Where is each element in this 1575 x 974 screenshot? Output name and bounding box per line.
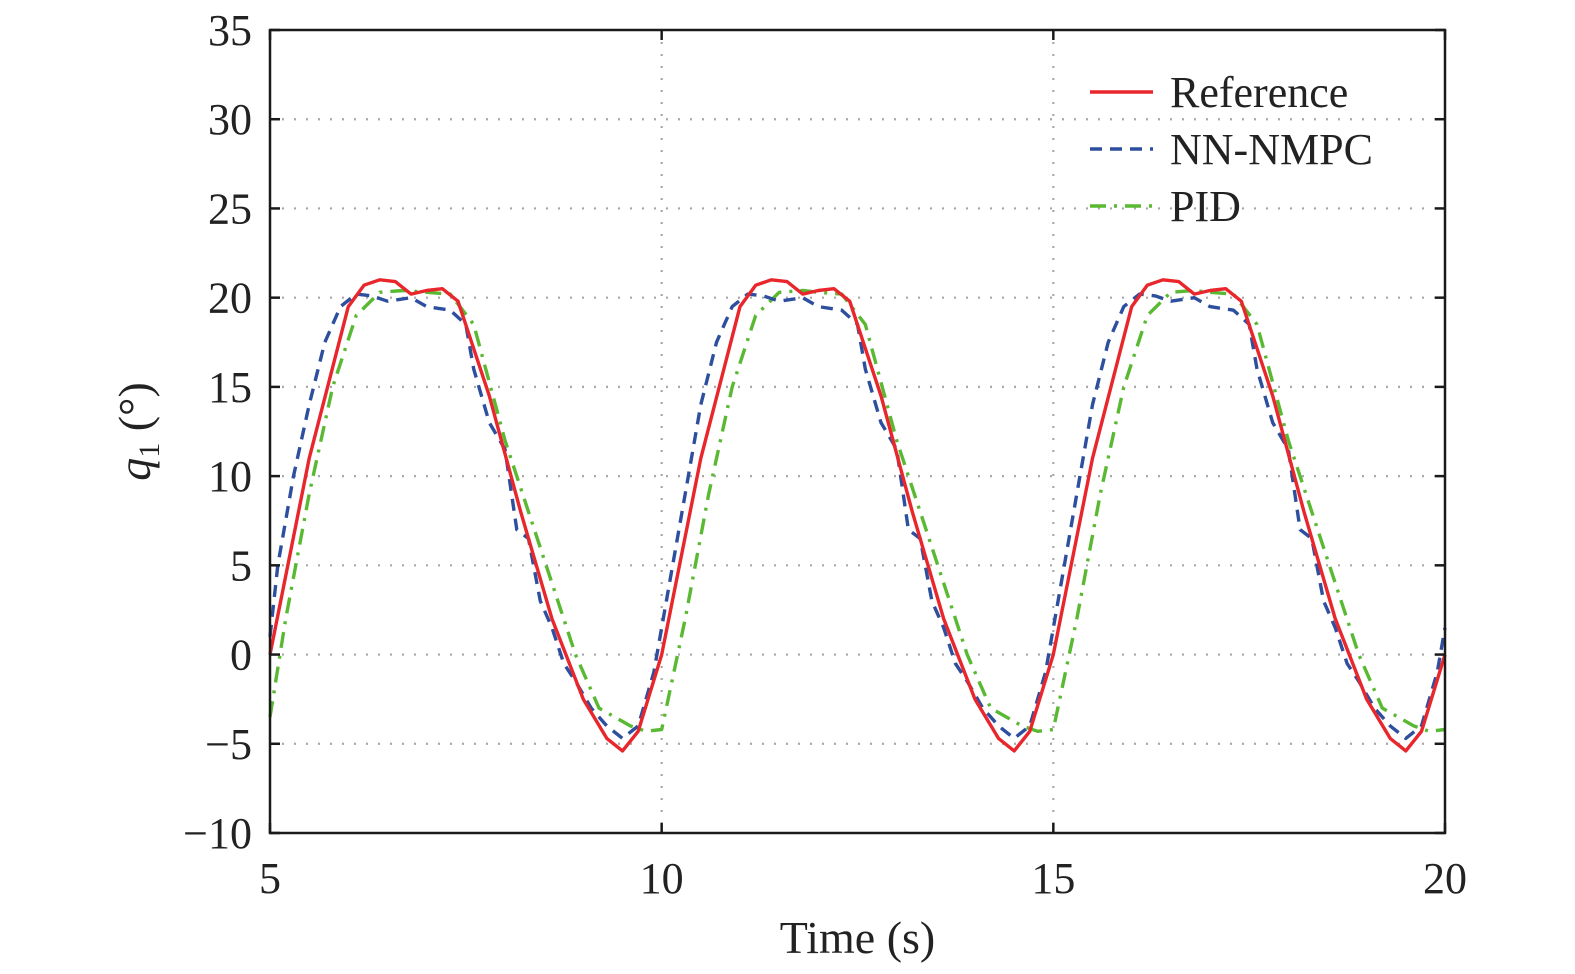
y-axis-title: q1 (°) bbox=[109, 382, 166, 481]
x-tick-label: 5 bbox=[259, 854, 281, 903]
series-layer bbox=[268, 278, 1447, 753]
legend-label-reference: Reference bbox=[1170, 68, 1348, 117]
grid bbox=[270, 30, 1445, 833]
x-axis-title: Time (s) bbox=[780, 912, 936, 963]
series-line-reference bbox=[268, 278, 1447, 753]
legend-label-nn-nmpc: NN-NMPC bbox=[1170, 125, 1373, 174]
y-tick-label: −10 bbox=[183, 809, 252, 858]
series-line-pid bbox=[268, 288, 1446, 733]
y-tick-label: 10 bbox=[208, 452, 252, 501]
y-axis-title-unit: (°) bbox=[109, 382, 160, 443]
y-tick-label: 20 bbox=[208, 274, 252, 323]
series-line-nn-nmpc bbox=[268, 292, 1447, 741]
y-axis-title-subscript: 1 bbox=[133, 443, 166, 458]
plot-frame bbox=[268, 28, 1447, 835]
legend: Reference NN-NMPC PID bbox=[1090, 68, 1373, 231]
y-tick-label: 0 bbox=[230, 631, 252, 680]
axis-ticks bbox=[268, 28, 1447, 835]
y-tick-label: −5 bbox=[205, 720, 252, 769]
y-tick-label: 30 bbox=[208, 95, 252, 144]
legend-label-pid: PID bbox=[1170, 182, 1241, 231]
tick-labels: 5 10 15 20 −10 −5 0 5 10 15 20 25 30 35 bbox=[183, 6, 1467, 903]
y-axis-title-variable: q bbox=[109, 458, 160, 481]
y-tick-label: 25 bbox=[208, 184, 252, 233]
y-tick-label: 5 bbox=[230, 541, 252, 590]
x-tick-label: 10 bbox=[640, 854, 684, 903]
x-tick-label: 15 bbox=[1031, 854, 1075, 903]
y-tick-label: 15 bbox=[208, 363, 252, 412]
x-tick-label: 20 bbox=[1423, 854, 1467, 903]
y-tick-label: 35 bbox=[208, 6, 252, 55]
